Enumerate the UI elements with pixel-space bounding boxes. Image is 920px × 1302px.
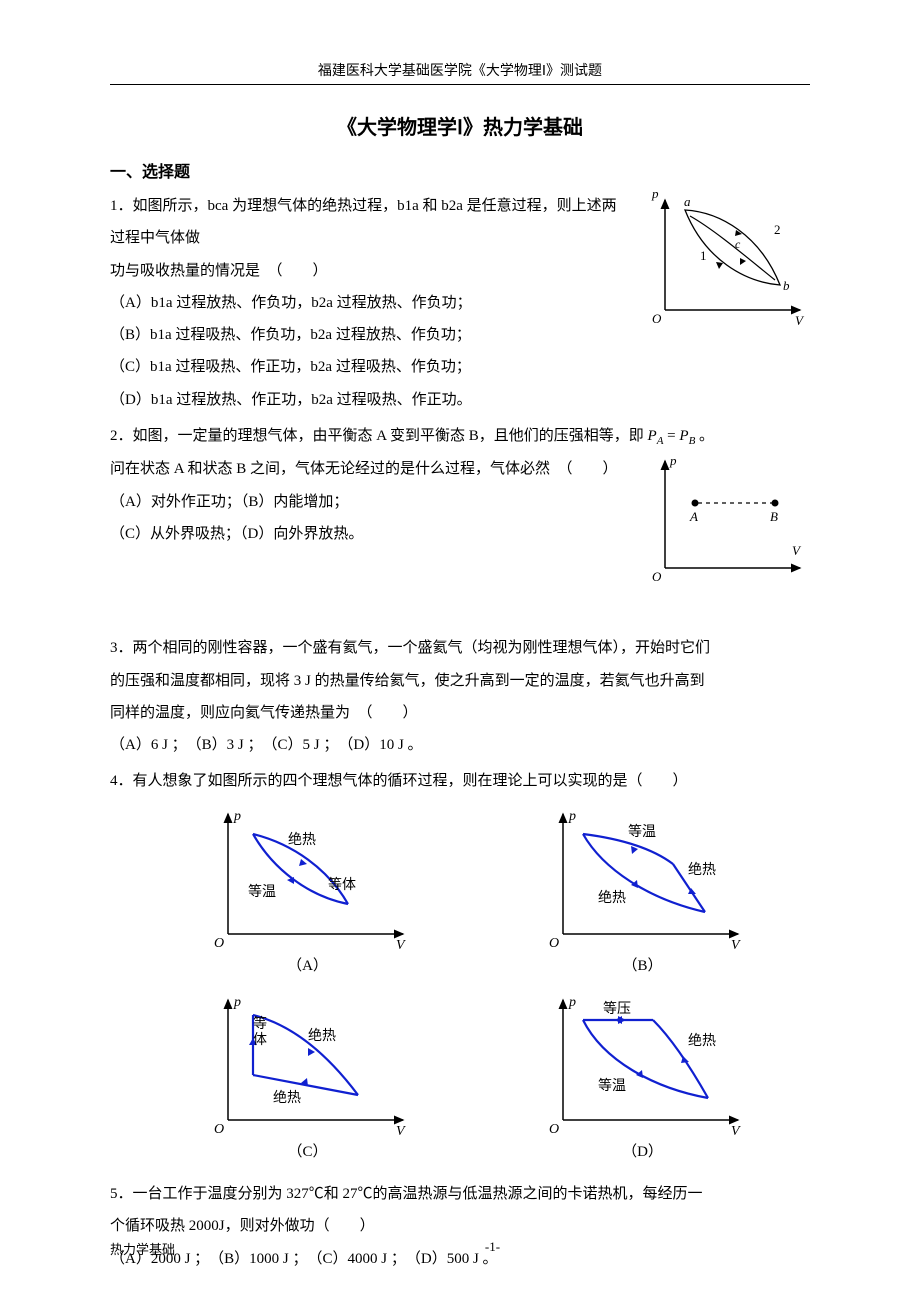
q2-svg: p V O A B — [640, 453, 810, 588]
svg-text:O: O — [549, 936, 559, 951]
question-3: 3．两个相同的刚性容器，一个盛有氦气，一个盛氦气（均视为刚性理想气体），开始时它… — [110, 632, 810, 761]
q4-fig-A: p V O 绝热 等体 等温 （A） — [170, 804, 445, 982]
question-2: 2．如图，一定量的理想气体，由平衡态 A 变到平衡态 B，且他们的压强相等，即 … — [110, 420, 810, 629]
q1-svg: p V O a b c 1 2 — [640, 190, 810, 330]
q4-figA-caption: （A） — [287, 950, 328, 982]
q2-stem-l1: 2．如图，一定量的理想气体，由平衡态 A 变到平衡态 B，且他们的压强相等，即 … — [110, 420, 810, 454]
svg-text:O: O — [652, 311, 662, 326]
q4-figure-grid: p V O 绝热 等体 等温 （A） — [170, 804, 780, 1169]
svg-text:绝热: 绝热 — [288, 832, 316, 848]
svg-text:b: b — [783, 278, 790, 293]
q2-eq-eq: = — [663, 428, 679, 444]
svg-text:等温: 等温 — [248, 883, 276, 900]
svg-text:p: p — [669, 453, 677, 468]
svg-text:V: V — [396, 938, 406, 953]
svg-text:等: 等 — [253, 1015, 267, 1032]
q4-figB-caption: （B） — [622, 950, 662, 982]
q4-fig-B: p V O 等温 绝热 绝热 （B） — [505, 804, 780, 982]
svg-text:绝热: 绝热 — [688, 862, 716, 878]
svg-text:O: O — [214, 1122, 224, 1137]
header-rule — [110, 84, 810, 85]
q1-optC: （C）b1a 过程吸热、作正功，b2a 过程吸热、作负功； — [110, 351, 810, 383]
q2-stem-l1b: 。 — [695, 428, 714, 444]
q1-figure: p V O a b c 1 2 — [640, 190, 810, 330]
section-heading: 一、选择题 — [110, 158, 810, 182]
running-header: 福建医科大学基础医学院《大学物理Ⅰ》测试题 — [110, 60, 810, 80]
svg-text:1: 1 — [700, 248, 707, 263]
footer-page-number: -1- — [110, 1239, 810, 1255]
svg-text:体: 体 — [253, 1032, 267, 1048]
q2-figure: p V O A B — [640, 453, 810, 588]
question-1: p V O a b c 1 2 1．如图所示，bca 为理想气体的绝热过程，b1… — [110, 190, 810, 416]
svg-text:V: V — [795, 313, 805, 328]
q2-eq-P1: P — [648, 428, 657, 444]
q2-stem-l1a: 2．如图，一定量的理想气体，由平衡态 A 变到平衡态 B，且他们的压强相等，即 — [110, 428, 648, 444]
q4-fig-D: p V O 等压 绝热 等温 （D） — [505, 990, 780, 1168]
svg-text:a: a — [684, 194, 691, 209]
svg-text:O: O — [214, 936, 224, 951]
svg-text:等压: 等压 — [603, 1000, 631, 1017]
svg-text:V: V — [731, 938, 741, 953]
svg-text:p: p — [233, 809, 241, 824]
svg-text:O: O — [652, 569, 662, 584]
svg-text:等温: 等温 — [598, 1077, 626, 1094]
svg-text:绝热: 绝热 — [688, 1033, 716, 1049]
q5-l1: 5．一台工作于温度分别为 327℃和 27℃的高温热源与低温热源之间的卡诺热机，… — [110, 1178, 810, 1210]
page: 福建医科大学基础医学院《大学物理Ⅰ》测试题 《大学物理学Ⅰ》热力学基础 一、选择… — [0, 0, 920, 1302]
q3-l1: 3．两个相同的刚性容器，一个盛有氦气，一个盛氦气（均视为刚性理想气体），开始时它… — [110, 632, 810, 664]
svg-text:B: B — [770, 509, 778, 524]
svg-text:绝热: 绝热 — [598, 890, 626, 906]
svg-text:V: V — [792, 543, 802, 558]
svg-text:等温: 等温 — [628, 823, 656, 840]
q4-fig-C: p V O 等 体 绝热 绝热 （C） — [170, 990, 445, 1168]
question-5: 5．一台工作于温度分别为 327℃和 27℃的高温热源与低温热源之间的卡诺热机，… — [110, 1178, 810, 1275]
q3-l2: 的压强和温度都相同，现将 3 J 的热量传给氦气，使之升高到一定的温度，若氦气也… — [110, 665, 810, 697]
q5-l2: 个循环吸热 2000J，则对外做功（ ） — [110, 1210, 810, 1242]
svg-text:p: p — [568, 809, 576, 824]
svg-text:2: 2 — [774, 222, 781, 237]
footer-left: 热力学基础 — [110, 1239, 175, 1258]
question-4: 4．有人想象了如图所示的四个理想气体的循环过程，则在理论上可以实现的是（ ） p… — [110, 765, 810, 1168]
svg-text:p: p — [568, 995, 576, 1010]
svg-text:绝热: 绝热 — [308, 1028, 336, 1044]
page-title: 《大学物理学Ⅰ》热力学基础 — [110, 111, 810, 140]
q3-l3: 同样的温度，则应向氦气传递热量为 （ ） — [110, 697, 810, 729]
q4-figC-caption: （C） — [287, 1136, 327, 1168]
svg-text:绝热: 绝热 — [273, 1090, 301, 1106]
q4-stem: 4．有人想象了如图所示的四个理想气体的循环过程，则在理论上可以实现的是（ ） — [110, 765, 810, 797]
svg-text:c: c — [735, 237, 741, 251]
q2-eq-P2: P — [679, 428, 688, 444]
svg-text:p: p — [233, 995, 241, 1010]
q1-optD: （D）b1a 过程放热、作正功，b2a 过程吸热、作正功。 — [110, 384, 810, 416]
page-footer: 热力学基础 -1- — [110, 1239, 810, 1258]
svg-text:p: p — [651, 190, 659, 201]
svg-text:O: O — [549, 1122, 559, 1137]
q3-opts: （A）6 J ； （B）3 J ； （C）5 J ； （D）10 J 。 — [110, 729, 810, 761]
svg-text:等体: 等体 — [328, 876, 356, 893]
svg-text:V: V — [396, 1124, 406, 1139]
q4-figD-caption: （D） — [622, 1136, 663, 1168]
svg-text:A: A — [689, 509, 698, 524]
svg-text:V: V — [731, 1124, 741, 1139]
